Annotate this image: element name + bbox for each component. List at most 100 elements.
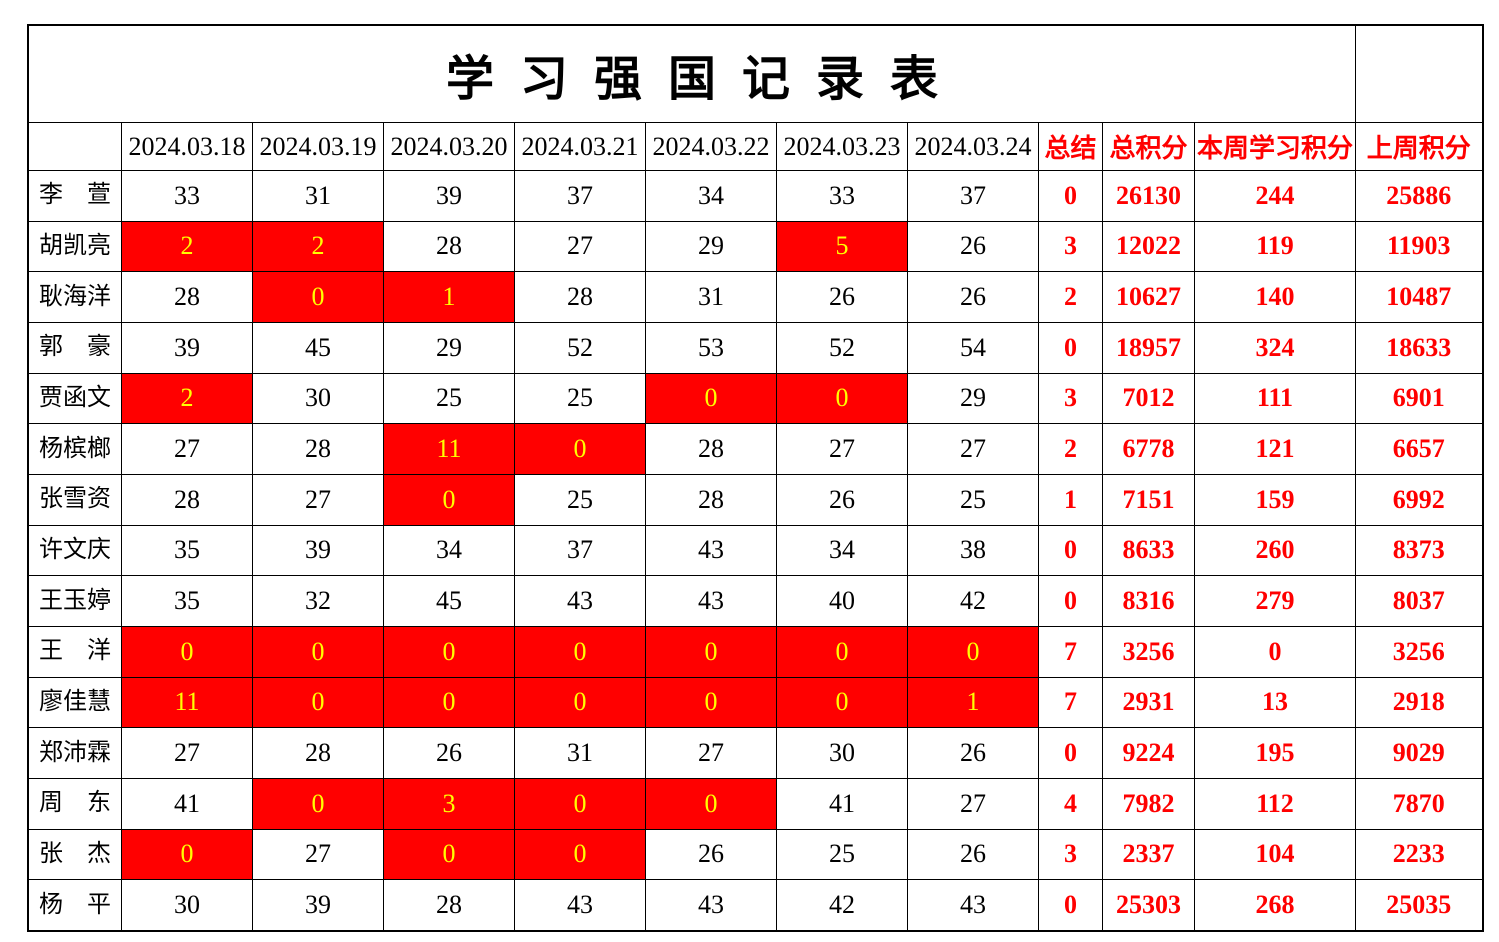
daily-score-cell[interactable]: 26 [645, 828, 777, 881]
last-week-points-cell[interactable]: 25035 [1355, 879, 1483, 932]
summary-count-cell[interactable]: 7 [1038, 625, 1103, 678]
daily-score-cell[interactable]: 26 [776, 473, 908, 526]
last-week-points-cell[interactable]: 10487 [1355, 271, 1483, 323]
daily-score-cell-flagged[interactable]: 0 [383, 473, 515, 526]
last-week-points-cell[interactable]: 6992 [1355, 473, 1483, 526]
daily-score-cell[interactable]: 26 [907, 727, 1039, 779]
daily-score-cell[interactable]: 39 [252, 524, 384, 577]
daily-score-cell[interactable]: 28 [121, 271, 253, 323]
week-points-cell[interactable]: 119 [1194, 220, 1356, 273]
total-points-cell[interactable]: 12022 [1102, 220, 1195, 273]
week-points-cell[interactable]: 0 [1194, 625, 1356, 678]
name-cell[interactable]: 贾函文 [27, 372, 122, 425]
summary-count-cell[interactable]: 3 [1038, 220, 1103, 273]
last-week-points-cell[interactable]: 11903 [1355, 220, 1483, 273]
name-cell[interactable]: 郑沛霖 [27, 727, 122, 779]
daily-score-cell[interactable]: 27 [776, 423, 908, 475]
daily-score-cell[interactable]: 28 [252, 727, 384, 779]
daily-score-cell[interactable]: 25 [907, 473, 1039, 526]
daily-score-cell[interactable]: 37 [907, 170, 1039, 222]
week-points-cell[interactable]: 140 [1194, 271, 1356, 323]
name-cell[interactable]: 耿海洋 [27, 271, 122, 323]
daily-score-cell-flagged[interactable]: 0 [776, 625, 908, 678]
daily-score-cell[interactable]: 27 [121, 727, 253, 779]
week-points-cell[interactable]: 324 [1194, 321, 1356, 374]
daily-score-cell-flagged[interactable]: 0 [645, 777, 777, 830]
daily-score-cell-flagged[interactable]: 0 [252, 777, 384, 830]
total-points-cell[interactable]: 3256 [1102, 625, 1195, 678]
name-cell[interactable]: 廖佳慧 [27, 676, 122, 729]
last-week-points-cell[interactable]: 18633 [1355, 321, 1483, 374]
name-cell[interactable]: 王洋 [27, 625, 122, 678]
daily-score-cell[interactable]: 34 [383, 524, 515, 577]
daily-score-cell[interactable]: 26 [907, 220, 1039, 273]
name-cell[interactable]: 胡凯亮 [27, 220, 122, 273]
last-week-points-cell[interactable]: 8037 [1355, 575, 1483, 627]
daily-score-cell[interactable]: 26 [776, 271, 908, 323]
daily-score-cell-flagged[interactable]: 0 [514, 676, 646, 729]
daily-score-cell[interactable]: 42 [907, 575, 1039, 627]
daily-score-cell[interactable]: 45 [383, 575, 515, 627]
name-cell[interactable]: 郭豪 [27, 321, 122, 374]
daily-score-cell-flagged[interactable]: 0 [252, 676, 384, 729]
daily-score-cell[interactable]: 26 [907, 271, 1039, 323]
summary-count-cell[interactable]: 0 [1038, 170, 1103, 222]
daily-score-cell[interactable]: 43 [645, 879, 777, 932]
name-cell[interactable]: 李萱 [27, 170, 122, 222]
daily-score-cell-flagged[interactable]: 0 [907, 625, 1039, 678]
week-points-cell[interactable]: 279 [1194, 575, 1356, 627]
daily-score-cell-flagged[interactable]: 0 [776, 676, 908, 729]
daily-score-cell[interactable]: 45 [252, 321, 384, 374]
daily-score-cell[interactable]: 28 [645, 423, 777, 475]
daily-score-cell-flagged[interactable]: 5 [776, 220, 908, 273]
daily-score-cell[interactable]: 27 [252, 473, 384, 526]
name-cell[interactable]: 许文庆 [27, 524, 122, 577]
last-week-points-cell[interactable]: 8373 [1355, 524, 1483, 577]
daily-score-cell-flagged[interactable]: 2 [121, 372, 253, 425]
total-points-cell[interactable]: 9224 [1102, 727, 1195, 779]
summary-count-cell[interactable]: 1 [1038, 473, 1103, 526]
daily-score-cell[interactable]: 41 [776, 777, 908, 830]
daily-score-cell[interactable]: 39 [252, 879, 384, 932]
daily-score-cell-flagged[interactable]: 11 [383, 423, 515, 475]
daily-score-cell-flagged[interactable]: 0 [383, 676, 515, 729]
week-points-cell[interactable]: 268 [1194, 879, 1356, 932]
name-cell[interactable]: 张杰 [27, 828, 122, 881]
daily-score-cell[interactable]: 27 [121, 423, 253, 475]
total-points-cell[interactable]: 7982 [1102, 777, 1195, 830]
daily-score-cell[interactable]: 34 [645, 170, 777, 222]
last-week-points-cell[interactable]: 6901 [1355, 372, 1483, 425]
daily-score-cell[interactable]: 27 [907, 777, 1039, 830]
daily-score-cell[interactable]: 35 [121, 575, 253, 627]
daily-score-cell[interactable]: 27 [645, 727, 777, 779]
last-week-points-cell[interactable]: 7870 [1355, 777, 1483, 830]
daily-score-cell[interactable]: 41 [121, 777, 253, 830]
total-points-cell[interactable]: 10627 [1102, 271, 1195, 323]
summary-count-cell[interactable]: 2 [1038, 271, 1103, 323]
daily-score-cell[interactable]: 53 [645, 321, 777, 374]
total-points-cell[interactable]: 7012 [1102, 372, 1195, 425]
daily-score-cell-flagged[interactable]: 0 [121, 625, 253, 678]
daily-score-cell[interactable]: 39 [383, 170, 515, 222]
total-points-cell[interactable]: 2931 [1102, 676, 1195, 729]
daily-score-cell[interactable]: 43 [514, 879, 646, 932]
daily-score-cell[interactable]: 30 [252, 372, 384, 425]
summary-count-cell[interactable]: 0 [1038, 879, 1103, 932]
daily-score-cell[interactable]: 31 [645, 271, 777, 323]
daily-score-cell[interactable]: 43 [645, 575, 777, 627]
week-points-cell[interactable]: 195 [1194, 727, 1356, 779]
daily-score-cell-flagged[interactable]: 0 [645, 676, 777, 729]
name-cell[interactable]: 王玉婷 [27, 575, 122, 627]
daily-score-cell[interactable]: 52 [776, 321, 908, 374]
daily-score-cell-flagged[interactable]: 1 [907, 676, 1039, 729]
total-points-cell[interactable]: 25303 [1102, 879, 1195, 932]
daily-score-cell[interactable]: 31 [514, 727, 646, 779]
name-cell[interactable]: 杨槟榔 [27, 423, 122, 475]
daily-score-cell[interactable]: 33 [776, 170, 908, 222]
summary-count-cell[interactable]: 4 [1038, 777, 1103, 830]
daily-score-cell-flagged[interactable]: 0 [121, 828, 253, 881]
week-points-cell[interactable]: 121 [1194, 423, 1356, 475]
last-week-points-cell[interactable]: 3256 [1355, 625, 1483, 678]
week-points-cell[interactable]: 112 [1194, 777, 1356, 830]
daily-score-cell[interactable]: 29 [383, 321, 515, 374]
